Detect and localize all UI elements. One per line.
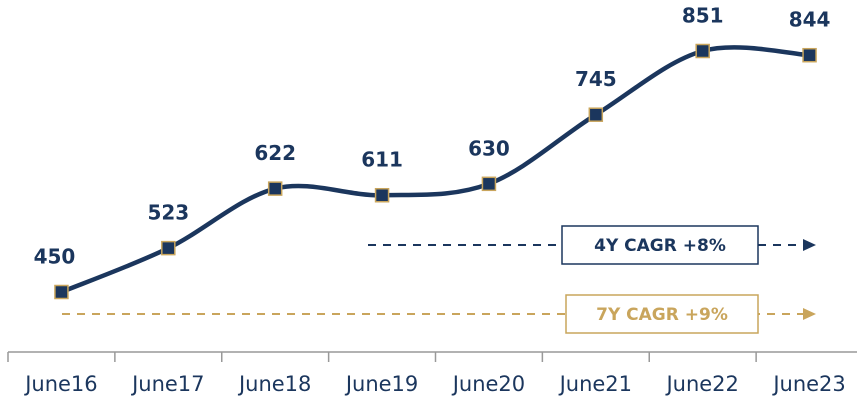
x-tick-label: June22 xyxy=(664,372,738,396)
marker xyxy=(695,43,710,59)
marker xyxy=(161,240,176,256)
x-tick-label: June23 xyxy=(771,372,845,396)
data-label: 745 xyxy=(575,67,617,91)
data-label: 611 xyxy=(361,148,403,172)
cagr-box xyxy=(561,225,759,265)
marker xyxy=(374,187,390,203)
data-label: 450 xyxy=(34,245,76,269)
cagr-arrow-head xyxy=(803,239,816,251)
cagr-label: 4Y CAGR +8% xyxy=(594,236,726,256)
x-tick-label: June19 xyxy=(344,372,418,396)
data-label: 630 xyxy=(468,136,510,160)
data-label: 851 xyxy=(682,4,724,28)
line xyxy=(59,45,812,295)
data-label: 523 xyxy=(147,201,189,225)
marker xyxy=(267,181,283,196)
cagr-arrow-head xyxy=(803,308,816,320)
x-tick-label: June21 xyxy=(558,372,632,396)
marker xyxy=(481,176,497,192)
x-tick-label: June18 xyxy=(237,372,311,396)
x-tick-label: June20 xyxy=(451,372,525,396)
marker xyxy=(54,284,69,300)
data-label: 844 xyxy=(789,8,831,32)
data-label: 622 xyxy=(254,141,296,165)
cagr-box xyxy=(565,294,759,334)
cagr-label: 7Y CAGR +9% xyxy=(596,305,728,325)
marker xyxy=(588,107,604,122)
x-tick-label: June16 xyxy=(23,372,97,396)
marker xyxy=(802,47,817,63)
x-tick-label: June17 xyxy=(130,372,204,396)
